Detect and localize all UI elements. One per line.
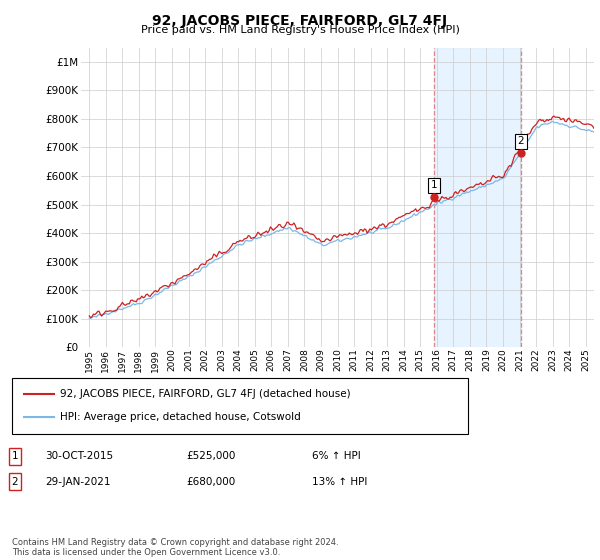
Text: 30-OCT-2015: 30-OCT-2015	[45, 451, 113, 461]
Text: 29-JAN-2021: 29-JAN-2021	[45, 477, 110, 487]
Text: 2: 2	[518, 136, 524, 146]
Text: 13% ↑ HPI: 13% ↑ HPI	[312, 477, 367, 487]
Text: 1: 1	[11, 451, 19, 461]
Text: 92, JACOBS PIECE, FAIRFORD, GL7 4FJ (detached house): 92, JACOBS PIECE, FAIRFORD, GL7 4FJ (det…	[60, 389, 350, 399]
Text: Price paid vs. HM Land Registry's House Price Index (HPI): Price paid vs. HM Land Registry's House …	[140, 25, 460, 35]
Text: £680,000: £680,000	[186, 477, 235, 487]
Text: 1: 1	[431, 180, 437, 190]
Text: 2: 2	[11, 477, 19, 487]
Text: Contains HM Land Registry data © Crown copyright and database right 2024.
This d: Contains HM Land Registry data © Crown c…	[12, 538, 338, 557]
Bar	[434, 48, 521, 347]
Text: 92, JACOBS PIECE, FAIRFORD, GL7 4FJ: 92, JACOBS PIECE, FAIRFORD, GL7 4FJ	[152, 14, 448, 28]
Text: HPI: Average price, detached house, Cotswold: HPI: Average price, detached house, Cots…	[60, 412, 301, 422]
Text: £525,000: £525,000	[186, 451, 235, 461]
Text: 6% ↑ HPI: 6% ↑ HPI	[312, 451, 361, 461]
